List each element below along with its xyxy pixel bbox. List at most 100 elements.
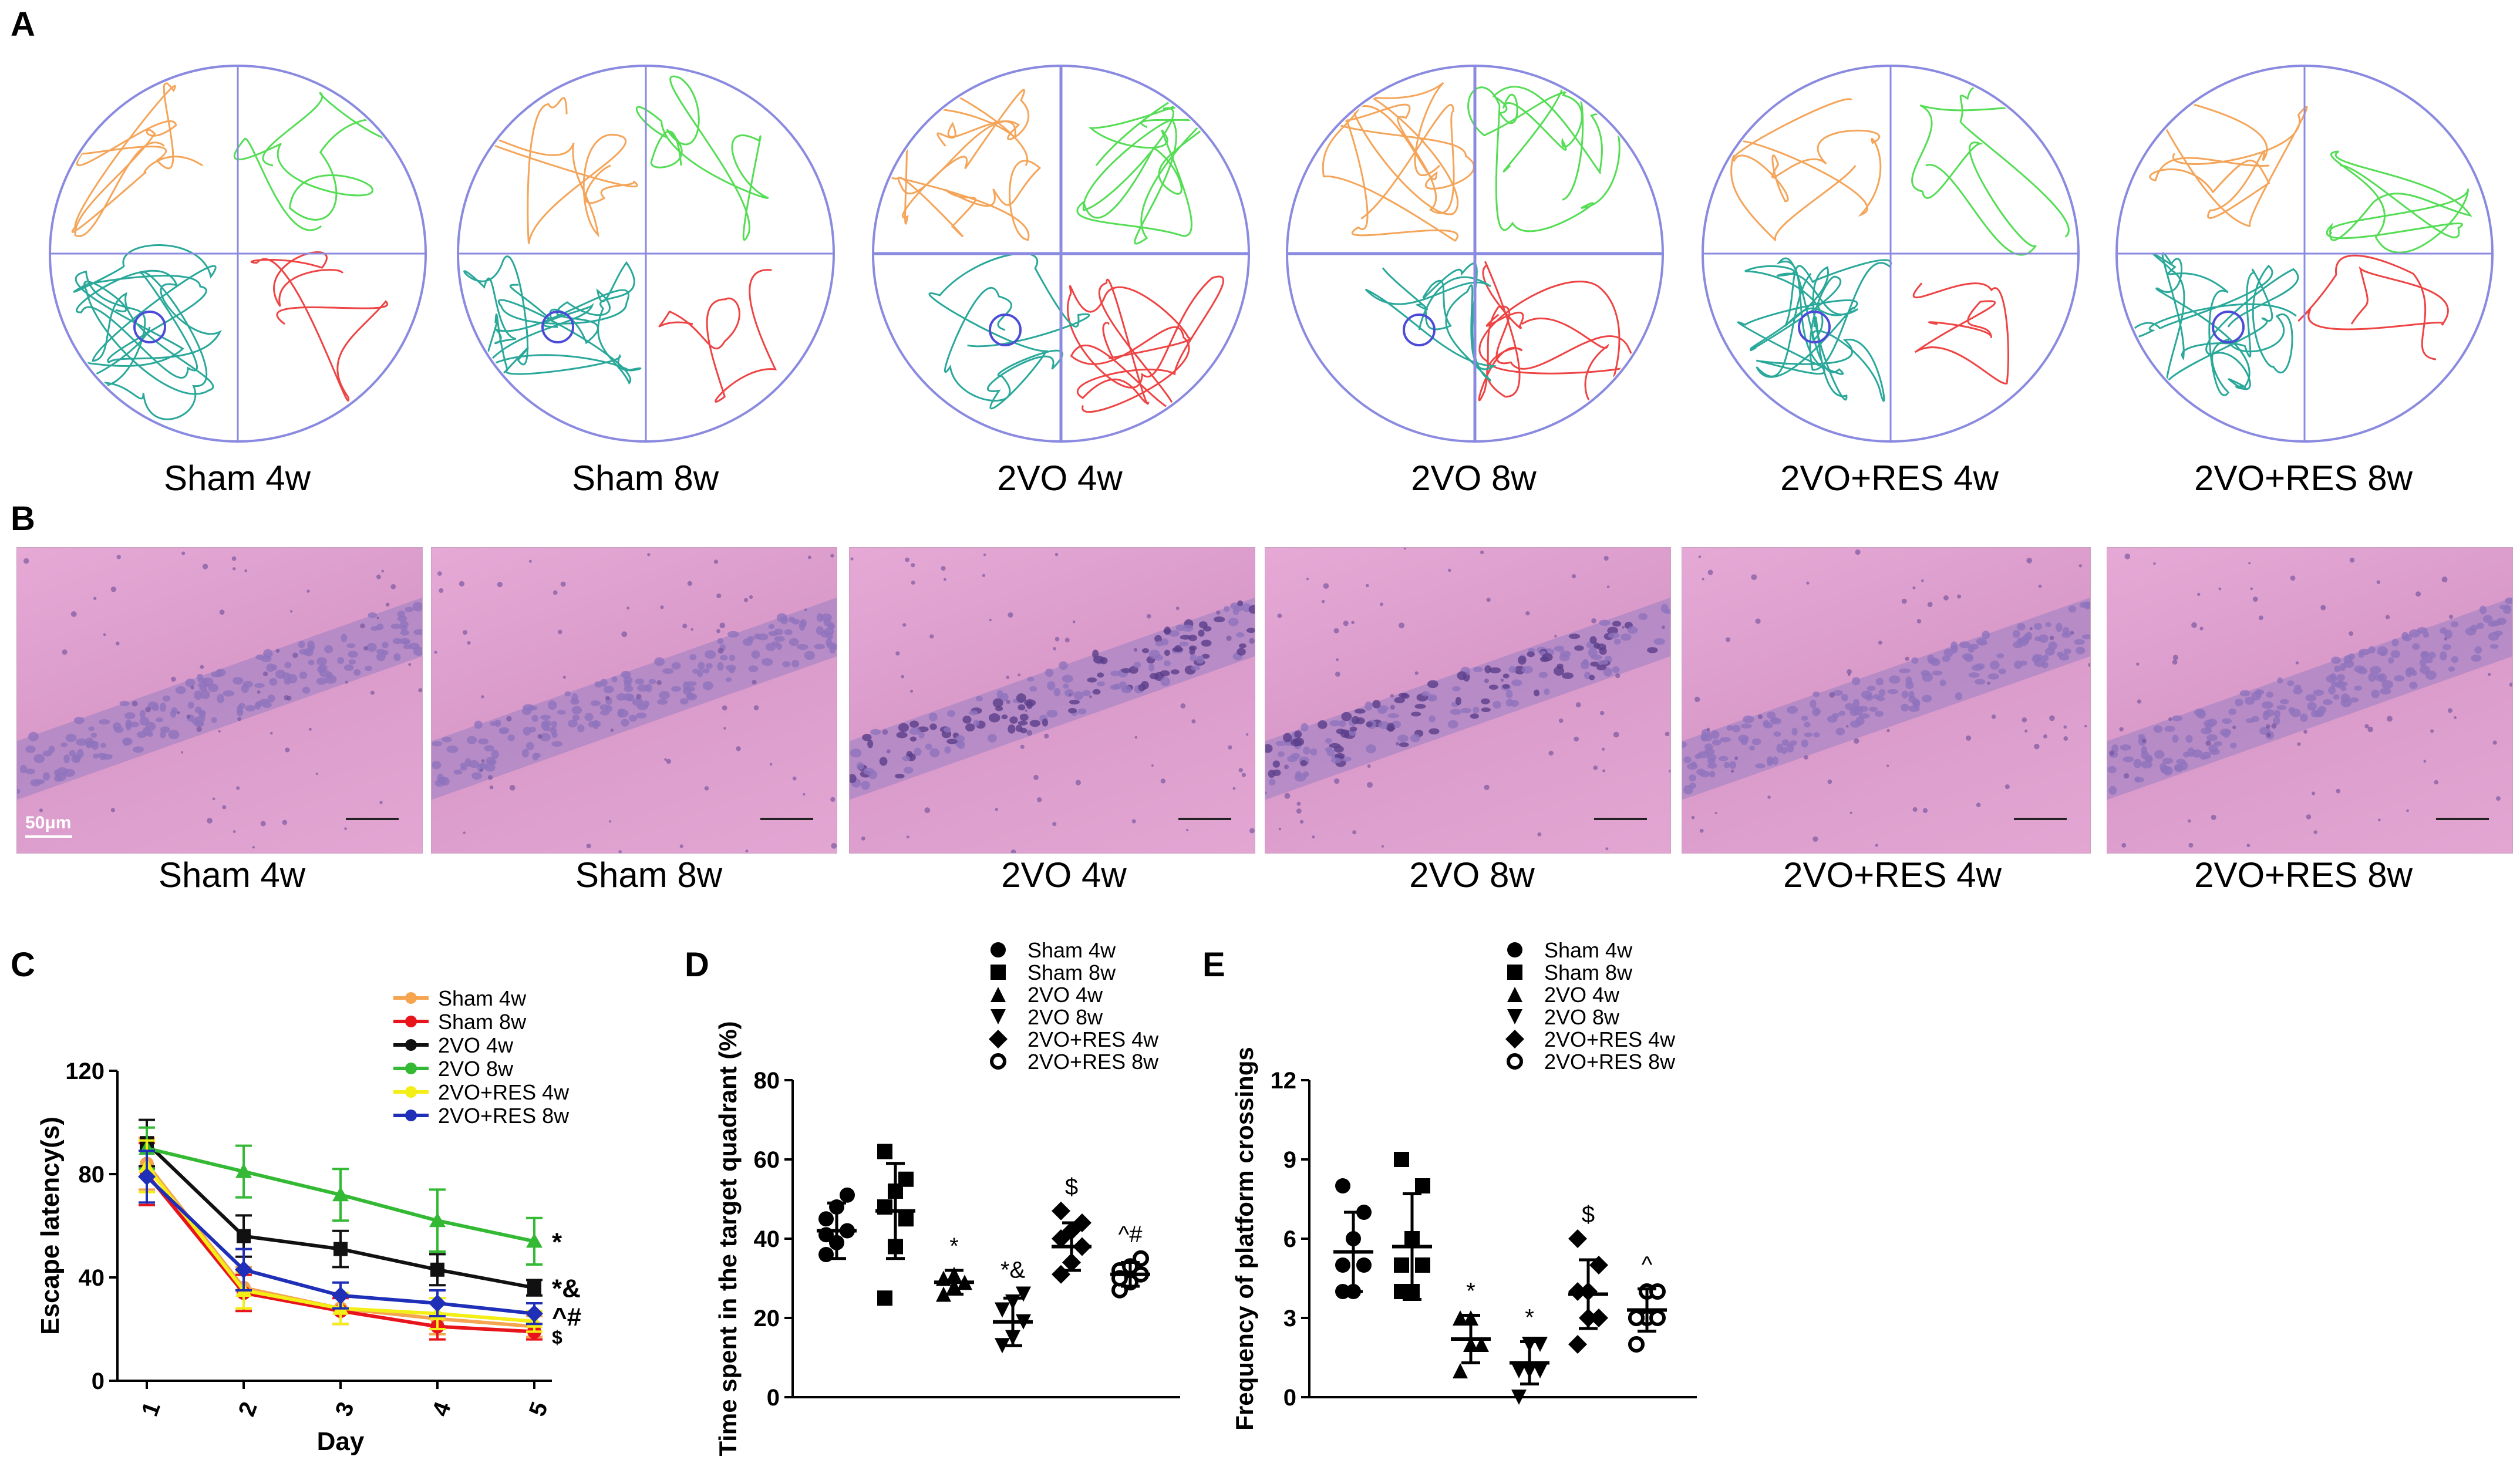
glial-nucleus [610, 729, 614, 732]
glial-nucleus [1390, 694, 1394, 698]
neuron-cell [909, 736, 917, 742]
neuron-cell [1329, 720, 1341, 727]
neuron-cell [789, 638, 799, 646]
glial-nucleus [2049, 635, 2054, 640]
glial-nucleus [1976, 803, 1981, 807]
neuron-cell [2273, 716, 2280, 725]
neuron-cell [894, 773, 905, 779]
neuron-cell [590, 700, 601, 706]
legend-label: Sham 8w [438, 1010, 527, 1034]
neuron-cell [1019, 713, 1029, 721]
glial-nucleus [656, 680, 662, 686]
glial-nucleus [882, 729, 888, 735]
glial-nucleus [906, 835, 909, 839]
neuron-cell [474, 720, 483, 729]
neuron-cell [1709, 770, 1716, 778]
glial-nucleus [467, 640, 471, 645]
neuron-cell [1232, 608, 1239, 615]
neuron-cell [1272, 760, 1281, 768]
y-tick-label: 120 [65, 1058, 105, 1084]
neuron-cell [523, 726, 531, 736]
glial-nucleus [1751, 574, 1757, 581]
neuron-cell [76, 748, 84, 758]
neuron-cell [1457, 671, 1467, 680]
maze-pool-outline [872, 65, 1250, 443]
neuron-cell [720, 655, 728, 660]
neuron-cell [820, 630, 830, 638]
neuron-cell [692, 668, 699, 674]
maze-res4 [1702, 65, 2080, 443]
glial-nucleus [439, 588, 444, 594]
glial-nucleus [2136, 662, 2140, 666]
glial-nucleus [2024, 729, 2028, 733]
glial-nucleus [1216, 610, 1221, 615]
neuron-cell [1148, 663, 1155, 672]
neuron-cell [1122, 686, 1131, 692]
neuron-cell [2425, 670, 2437, 680]
neuron-cell [353, 669, 361, 676]
neuron-cell [1154, 635, 1162, 643]
neuron-cell [1581, 660, 1589, 670]
neuron-cell [69, 750, 76, 757]
maze-caption-sham4: Sham 4w [163, 458, 311, 498]
neuron-cell [2328, 686, 2336, 695]
neuron-cell [547, 700, 557, 710]
histo-caption-sham8: Sham 8w [575, 855, 723, 895]
path-quadrant-ne [1467, 68, 1621, 232]
neuron-cell [1053, 687, 1061, 697]
glial-nucleus [1812, 836, 1818, 842]
glial-nucleus [1026, 730, 1033, 736]
neuron-cell [1188, 635, 1198, 642]
neuron-cell [63, 754, 70, 764]
glial-nucleus [2430, 729, 2434, 733]
neuron-cell [1559, 650, 1571, 657]
neuron-cell [1568, 633, 1581, 639]
histo-caption-vo4: 2VO 4w [1001, 855, 1127, 895]
neuron-cell [1096, 681, 1106, 687]
glial-nucleus [2187, 819, 2191, 823]
neuron-cell [944, 727, 952, 733]
legend-label: 2VO 8w [1544, 1005, 1620, 1029]
neuron-cell [679, 698, 689, 705]
neuron-cell [2012, 630, 2020, 638]
data-point [1073, 1213, 1091, 1232]
glial-nucleus [381, 569, 384, 573]
data-point [1052, 1201, 1070, 1220]
neuron-cell [1989, 660, 2000, 670]
neuron-cell [1246, 628, 1255, 633]
glial-nucleus [989, 619, 992, 622]
neuron-cell [2477, 622, 2484, 629]
chart-escape-latency: 0 40 80 120 1 2 3 4 5 Day Escape latency(s) * *&^#$ S… [36, 986, 581, 1456]
neuron-cell [816, 613, 823, 622]
data-point [429, 1212, 446, 1228]
neuron-cell [1932, 670, 1943, 676]
glial-nucleus [1730, 769, 1734, 773]
neuron-cell [2489, 644, 2499, 649]
neuron-cell [1873, 694, 1881, 700]
neuron-cell [2154, 750, 2165, 759]
glial-nucleus [1138, 685, 1144, 690]
neuron-cell [2322, 699, 2333, 706]
neuron-cell [1195, 655, 1204, 664]
neuron-cell [1694, 753, 1702, 759]
neuron-cell [1982, 630, 1990, 640]
glial-nucleus [2188, 842, 2194, 848]
glial-nucleus [1829, 692, 1835, 698]
neuron-cell [1008, 724, 1016, 734]
data-point [1568, 1229, 1587, 1248]
neuron-cell [1473, 706, 1480, 714]
glial-nucleus [1069, 693, 1072, 696]
data-point [429, 1294, 446, 1312]
neuron-cell [1325, 738, 1332, 744]
neuron-cell [85, 741, 92, 748]
glial-nucleus [749, 595, 753, 599]
glial-nucleus [1847, 669, 1852, 675]
glial-nucleus [723, 727, 726, 730]
glial-nucleus [1698, 555, 1702, 558]
neuron-cell [671, 686, 682, 692]
neuron-cell [947, 710, 955, 717]
glial-nucleus [2211, 814, 2216, 820]
glial-nucleus [1006, 675, 1010, 679]
neuron-cell [2266, 691, 2274, 698]
neuron-cell [159, 702, 167, 712]
